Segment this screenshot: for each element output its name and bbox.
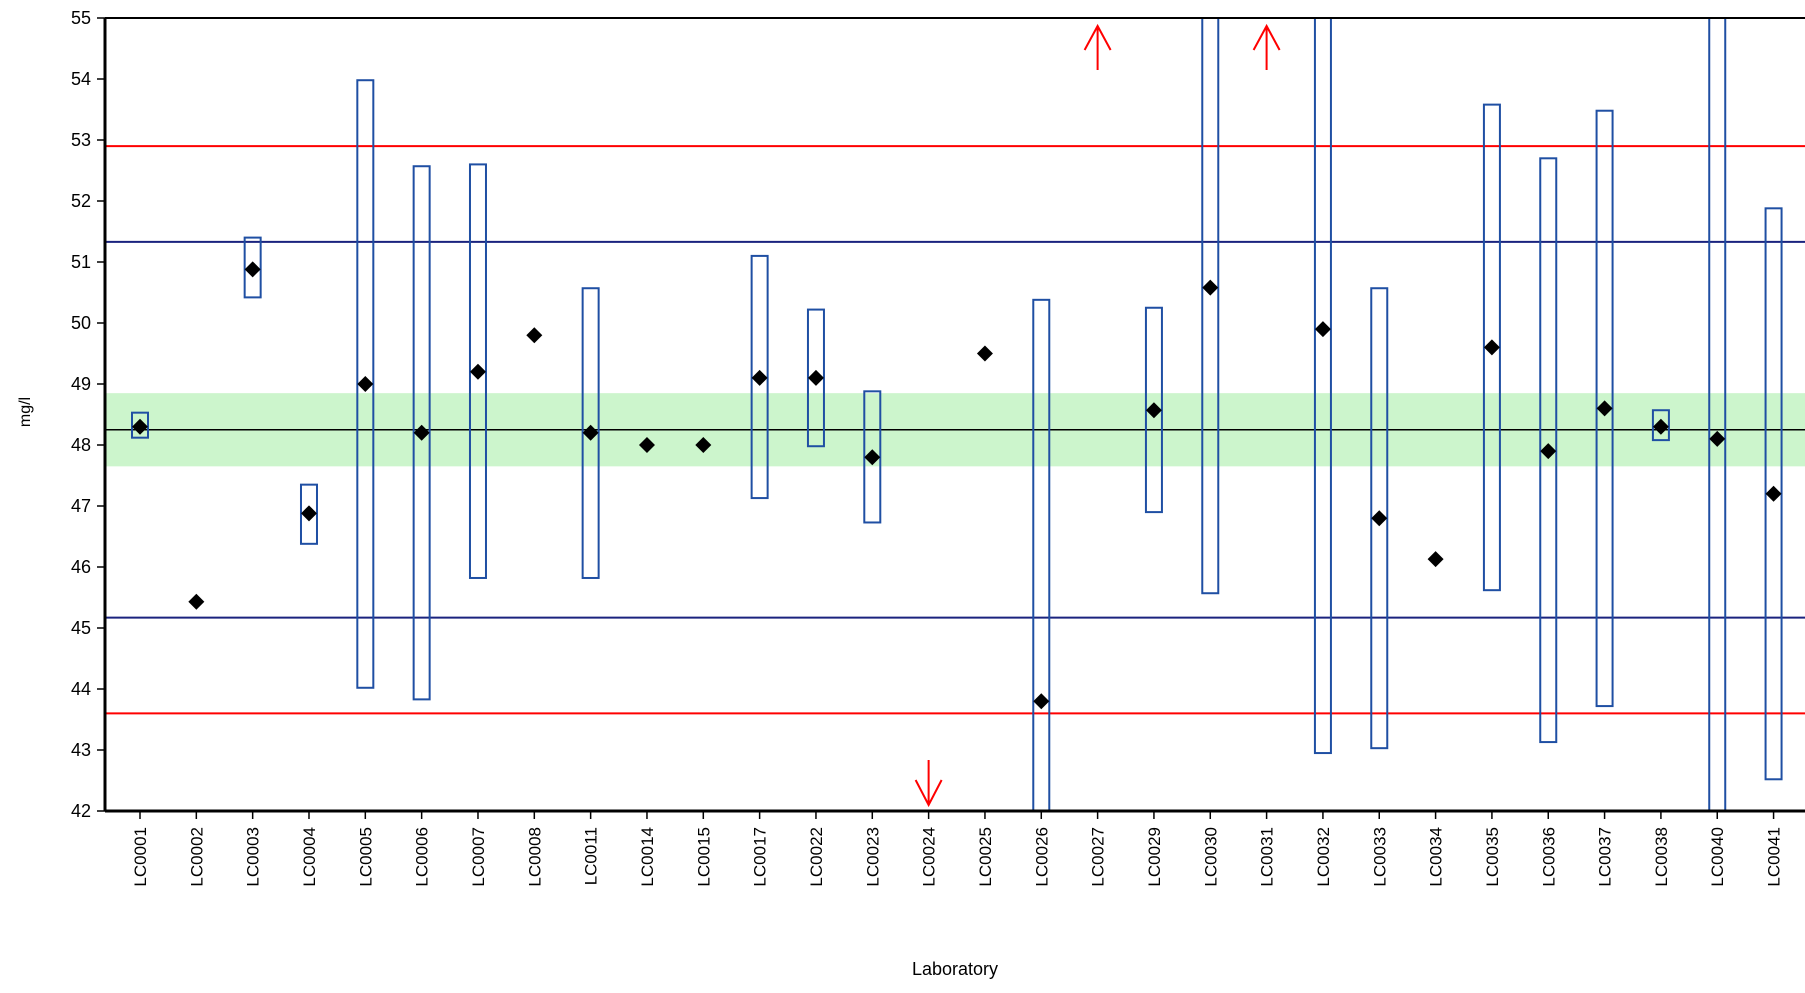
data-point-lc0006 (413, 424, 430, 441)
uncertainty-box-lc0004 (299, 483, 318, 545)
y-axis-title: mg/l (17, 397, 34, 427)
data-point-lc0003 (244, 261, 261, 278)
data-point-lc0032 (1314, 321, 1331, 338)
x-tick-label-lc0017: LC0017 (751, 827, 770, 887)
y-tick-label-54: 54 (71, 69, 91, 89)
data-point-lc0015 (695, 437, 712, 453)
x-tick-label-lc0035: LC0035 (1483, 827, 1502, 887)
x-tick-label-lc0005: LC0005 (356, 827, 375, 887)
uncertainty-box-lc0007 (468, 163, 487, 579)
y-tick-label-52: 52 (71, 191, 91, 211)
x-tick-label-lc0026: LC0026 (1032, 827, 1051, 887)
x-tick-label-lc0025: LC0025 (976, 827, 995, 887)
off-scale-up-arrow-lc0027 (1083, 23, 1112, 70)
x-tick-label-lc0032: LC0032 (1314, 827, 1333, 887)
data-point-lc0035 (1483, 339, 1500, 356)
x-tick-label-lc0022: LC0022 (807, 827, 826, 887)
data-point-lc0034 (1427, 551, 1444, 568)
x-tick-label-lc0034: LC0034 (1427, 827, 1446, 887)
x-tick-label-lc0036: LC0036 (1539, 827, 1558, 887)
data-point-lc0008 (526, 327, 543, 344)
uncertainty-box-lc0038 (1651, 409, 1670, 442)
x-tick-label-lc0040: LC0040 (1708, 827, 1727, 887)
uncertainty-box-lc0017 (750, 254, 769, 500)
data-point-lc0004 (300, 505, 317, 522)
y-tick-label-46: 46 (71, 557, 91, 577)
uncertainty-box-lc0001 (131, 411, 149, 439)
x-tick-label-lc0033: LC0033 (1370, 827, 1389, 887)
y-tick-label-44: 44 (71, 679, 91, 699)
x-tick-label-lc0024: LC0024 (920, 827, 939, 887)
x-tick-label-lc0008: LC0008 (525, 827, 544, 887)
uncertainty-box-lc0026 (1032, 298, 1051, 812)
data-point-lc0025 (976, 345, 993, 362)
off-scale-down-arrow-lc0024 (914, 760, 943, 808)
off-scale-up-arrow-lc0031 (1252, 23, 1281, 70)
x-tick-label-lc0003: LC0003 (244, 827, 263, 887)
data-point-lc0022 (807, 369, 824, 386)
uncertainty-box-lc0030 (1201, 17, 1220, 595)
data-points-layer (132, 261, 1782, 710)
uncertainty-box-lc0029 (1144, 306, 1163, 514)
data-point-lc0002 (188, 593, 205, 610)
data-point-lc0001 (132, 418, 148, 435)
x-tick-label-lc0015: LC0015 (694, 827, 713, 887)
data-point-lc0011 (582, 424, 599, 441)
data-point-lc0037 (1596, 400, 1613, 417)
x-tick-label-lc0037: LC0037 (1596, 827, 1615, 887)
y-tick-label-55: 55 (71, 8, 91, 28)
y-tick-label-45: 45 (71, 618, 91, 638)
data-point-lc0030 (1202, 279, 1219, 296)
uncertainty-box-lc0041 (1764, 207, 1783, 781)
uncertainty-box-lc0003 (243, 236, 262, 299)
data-point-lc0033 (1371, 510, 1388, 527)
data-point-lc0005 (357, 376, 374, 392)
data-point-lc0026 (1033, 693, 1050, 710)
x-tick-label-lc0030: LC0030 (1201, 827, 1220, 887)
y-tick-label-51: 51 (71, 252, 91, 272)
uncertainty-box-lc0023 (863, 390, 882, 524)
y-tick-label-53: 53 (71, 130, 91, 150)
data-point-lc0014 (638, 437, 655, 453)
x-tick-label-lc0041: LC0041 (1765, 827, 1784, 887)
data-point-lc0040 (1709, 430, 1726, 447)
data-point-lc0041 (1765, 485, 1782, 502)
uncertainty-box-lc0032 (1313, 17, 1332, 755)
x-tick-label-lc0027: LC0027 (1089, 827, 1108, 887)
x-tick-label-lc0004: LC0004 (300, 827, 319, 887)
x-tick-label-lc0014: LC0014 (638, 827, 657, 887)
x-tick-label-lc0001: LC0001 (131, 827, 150, 887)
y-tick-label-49: 49 (71, 374, 91, 394)
data-point-lc0038 (1652, 418, 1669, 435)
off-scale-arrows-layer (914, 23, 1281, 808)
axes-layer: LC0001 LC0002 LC0003 LC0004 LC0005 LC0006 LC00… (71, 8, 1805, 887)
uncertainty-box-lc0011 (581, 287, 600, 579)
x-axis-title: Laboratory (912, 959, 998, 979)
y-tick-label-43: 43 (71, 740, 91, 760)
y-tick-label-50: 50 (71, 313, 91, 333)
x-tick-label-lc0002: LC0002 (187, 827, 206, 887)
data-point-lc0036 (1540, 443, 1557, 460)
x-tick-label-lc0007: LC0007 (469, 827, 488, 887)
x-tick-label-lc0023: LC0023 (863, 827, 882, 887)
y-tick-label-47: 47 (71, 496, 91, 516)
reference-lines-layer (105, 145, 1805, 715)
data-point-lc0007 (469, 363, 486, 380)
x-tick-label-lc0006: LC0006 (413, 827, 432, 887)
y-tick-label-48: 48 (71, 435, 91, 455)
x-tick-label-lc0029: LC0029 (1145, 827, 1164, 887)
data-point-lc0023 (864, 449, 881, 466)
data-point-lc0029 (1145, 402, 1162, 419)
y-tick-label-42: 42 (71, 801, 91, 821)
uncertainty-box-lc0036 (1539, 157, 1558, 744)
x-tick-label-lc0031: LC0031 (1258, 827, 1277, 887)
data-point-lc0017 (751, 369, 768, 386)
x-tick-label-lc0011: LC0011 (582, 827, 601, 885)
x-tick-label-lc0038: LC0038 (1652, 827, 1671, 887)
